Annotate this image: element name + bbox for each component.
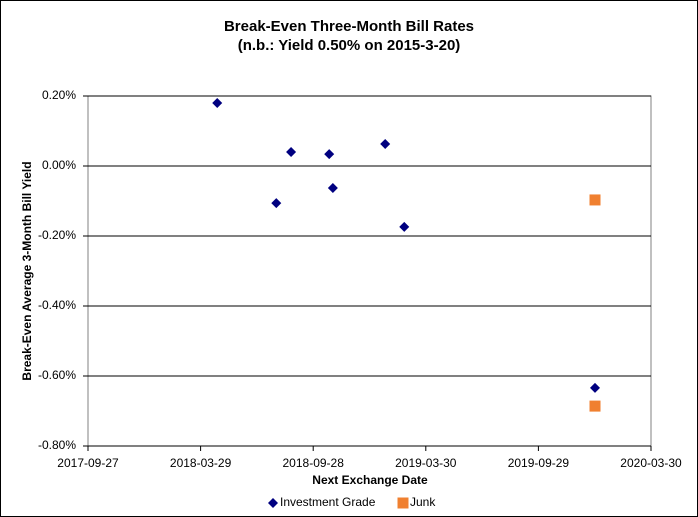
legend-label: Junk: [410, 495, 436, 509]
legend-item: Junk: [397, 495, 436, 509]
x-tick-label: 2019-03-30: [395, 456, 457, 470]
point: [327, 183, 338, 194]
point: [271, 198, 282, 209]
x-tick-label: 2020-03-30: [620, 456, 682, 470]
y-tick-label: 0.20%: [42, 88, 76, 102]
y-axis-title: Break-Even Average 3-Month Bill Yield: [20, 161, 34, 380]
legend-item: Investment Grade: [268, 495, 376, 509]
x-tick-label: 2018-03-29: [170, 456, 232, 470]
legend-marker: [397, 497, 409, 509]
y-tick-label: -0.20%: [38, 228, 76, 242]
point: [212, 98, 223, 108]
y-tick-label: -0.80%: [38, 438, 76, 452]
point: [590, 382, 601, 393]
y-tick-label: -0.60%: [38, 368, 76, 382]
point: [589, 194, 601, 206]
y-tick-label: -0.40%: [38, 298, 76, 312]
x-axis-title: Next Exchange Date: [312, 473, 428, 487]
x-tick-label: 2018-09-28: [283, 456, 345, 470]
chart-title: Break-Even Three-Month Bill Rates: [224, 18, 474, 35]
point: [324, 149, 335, 160]
legend-marker: [268, 498, 278, 508]
chart-subtitle: (n.b.: Yield 0.50% on 2015-3-20): [238, 37, 461, 54]
x-tick-label: 2019-09-29: [508, 456, 570, 470]
point: [286, 147, 297, 157]
point: [399, 221, 410, 232]
point: [589, 400, 601, 412]
y-tick-label: 0.00%: [42, 158, 76, 172]
point: [380, 138, 391, 149]
x-tick-label: 2017-09-27: [57, 456, 119, 470]
legend-label: Investment Grade: [280, 495, 376, 509]
